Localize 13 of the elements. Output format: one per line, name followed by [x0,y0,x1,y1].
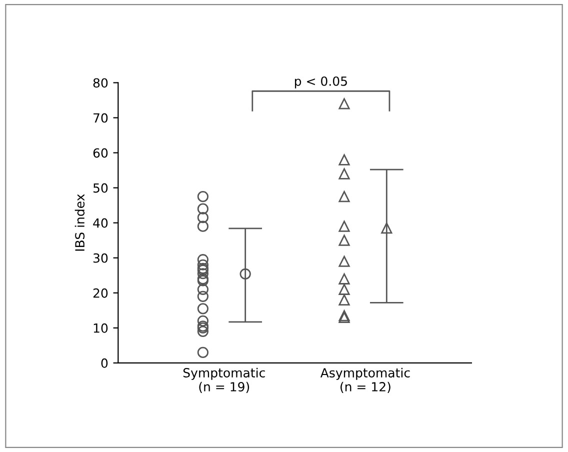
y-tick-label: 80 [93,78,108,88]
y-tick-label: 0 [101,358,108,368]
y-tick-label: 10 [94,323,108,333]
x-tick-label: Asymptomatic (n = 12) [320,368,410,393]
y-tick-label: 60 [93,148,108,158]
y-tick-label: 50 [93,183,108,193]
y-axis-title: IBS index [74,194,85,251]
y-tick-label: 40 [93,218,108,228]
y-tick-label: 70 [94,113,108,123]
annotation: p < 0.05 [294,76,347,88]
y-tick-label: 30 [93,253,108,263]
y-tick-label: 20 [93,288,108,298]
x-tick-label: Symptomatic (n = 19) [183,368,265,393]
